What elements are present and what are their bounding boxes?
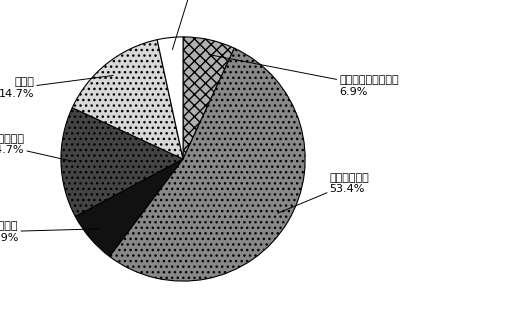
- Wedge shape: [72, 40, 183, 159]
- Wedge shape: [183, 37, 234, 159]
- Text: 具体的な計画がある
6.9%: 具体的な計画がある 6.9%: [209, 55, 399, 97]
- Text: 無回答
3.4%: 無回答 3.4%: [173, 0, 207, 50]
- Wedge shape: [75, 159, 183, 256]
- Text: 作りたいが作るのは難しい
6.9%: 作りたいが作るのは難しい 6.9%: [0, 221, 98, 243]
- Wedge shape: [61, 108, 183, 217]
- Wedge shape: [157, 37, 183, 159]
- Text: 作るつもりはない
14.7%: 作るつもりはない 14.7%: [0, 134, 73, 162]
- Text: 将来作りたい
53.4%: 将来作りたい 53.4%: [278, 173, 369, 213]
- Text: その他
14.7%: その他 14.7%: [0, 75, 113, 99]
- Wedge shape: [109, 48, 305, 281]
